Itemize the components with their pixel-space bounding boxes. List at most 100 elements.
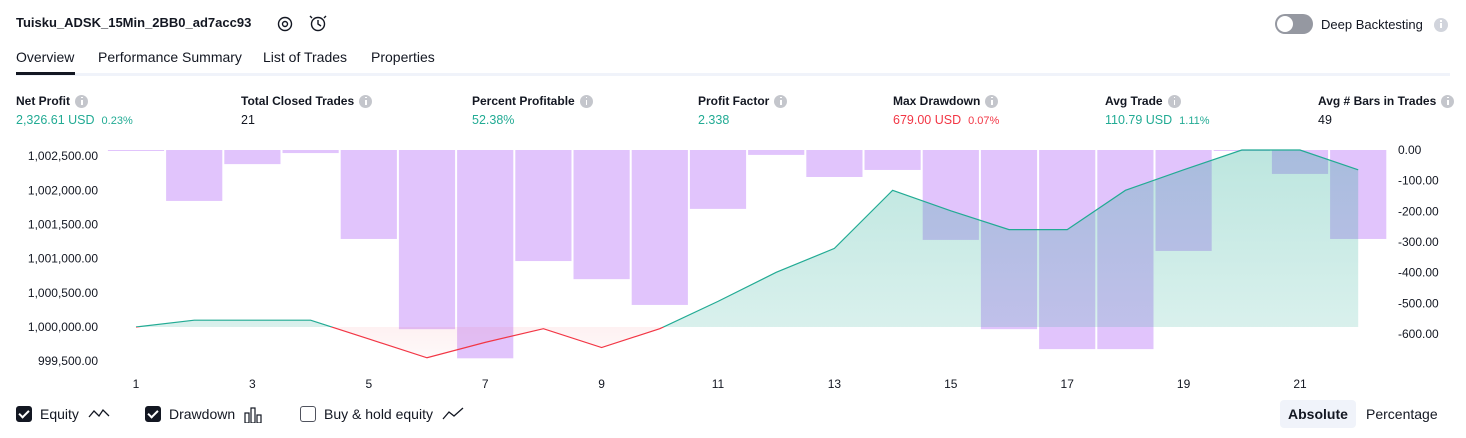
y2-tick-label: -600.00: [1398, 327, 1439, 341]
metric-label-text: Net Profit: [16, 94, 70, 108]
drawdown-bar: [864, 150, 921, 170]
info-icon[interactable]: [579, 94, 593, 108]
metric-value-row: 2.338: [698, 113, 729, 127]
y-tick-label: 1,002,500.00: [28, 149, 98, 163]
x-tick-label: 3: [249, 377, 256, 391]
metric-value: 21: [241, 113, 255, 127]
strategy-title: Tuisku_ADSK_15Min_2BB0_ad7acc93: [16, 15, 252, 30]
y-tick-label: 1,002,000.00: [28, 183, 98, 197]
metric-percent: 1.11%: [1179, 115, 1210, 127]
deep-backtesting-toggle[interactable]: [1275, 14, 1313, 34]
info-icon[interactable]: [985, 94, 999, 108]
y2-tick-label: -400.00: [1398, 266, 1439, 280]
x-tick-label: 7: [482, 377, 489, 391]
y-tick-label: 1,000,000.00: [28, 320, 98, 334]
equity-area-positive: [136, 150, 1359, 328]
metric-percent: 0.23%: [101, 115, 133, 127]
x-tick-label: 1: [133, 377, 140, 391]
drawdown-bar: [457, 150, 514, 359]
info-icon[interactable]: [359, 94, 373, 108]
y2-tick-label: 0.00: [1398, 143, 1422, 157]
legend-icon: [442, 407, 464, 420]
checkbox[interactable]: [16, 406, 32, 422]
legend-item[interactable]: Equity: [16, 405, 111, 423]
drawdown-bar: [398, 150, 456, 330]
equity-line-negative: [136, 327, 665, 359]
y2-tick-label: -500.00: [1398, 296, 1439, 310]
toggle-label: Deep Backtesting: [1321, 17, 1423, 32]
x-tick-label: 17: [1061, 377, 1075, 391]
tabs-divider: [16, 73, 1450, 76]
x-tick-label: 13: [828, 377, 842, 391]
drawdown-bar: [515, 150, 572, 262]
x-tick-label: 9: [598, 377, 605, 391]
metric-label: Profit Factor: [698, 94, 788, 108]
metric-label: Net Profit: [16, 94, 88, 108]
header-icons: [277, 15, 327, 32]
legend-label: Drawdown: [169, 406, 236, 422]
metric-label: Total Closed Trades: [241, 94, 373, 108]
help-icon[interactable]: [1434, 18, 1448, 32]
metric-value: 2.338: [698, 113, 730, 127]
metric-percent: 0.07%: [968, 115, 1000, 127]
legend-label: Equity: [40, 406, 79, 422]
metric-label-text: Max Drawdown: [893, 94, 981, 108]
metric-value-row: 110.79 USD 1.11%: [1105, 113, 1210, 127]
drawdown-bar: [748, 150, 805, 155]
metric-value-row: 679.00 USD 0.07%: [893, 113, 999, 127]
metric-label-text: Total Closed Trades: [241, 94, 355, 108]
drawdown-bar: [573, 150, 630, 280]
y2-tick-label: -200.00: [1398, 204, 1439, 218]
drawdown-bar: [689, 150, 747, 209]
info-icon[interactable]: [75, 94, 88, 108]
checkbox[interactable]: [300, 406, 316, 422]
legend-label: Buy & hold equity: [324, 406, 433, 422]
info-icon[interactable]: [1441, 94, 1455, 108]
tab[interactable]: List of Trades: [263, 49, 348, 65]
info-icon[interactable]: [774, 94, 788, 108]
checkbox[interactable]: [145, 406, 161, 422]
tab[interactable]: Properties: [371, 49, 435, 65]
chart: 1,002,500.00 1,002,000.00 1,001,500.00 1,00…: [28, 143, 1439, 391]
x-tick-label: 21: [1293, 377, 1307, 391]
info-icon[interactable]: [1167, 94, 1181, 108]
drawdown-bar: [166, 150, 223, 201]
x-tick-label: 5: [365, 377, 372, 391]
drawdown-bar: [224, 150, 281, 165]
y-tick-label: 1,001,000.00: [28, 252, 98, 266]
tab[interactable]: Performance Summary: [98, 49, 242, 65]
equity-line: [135, 149, 1359, 328]
metric-label-text: Avg Trade: [1105, 94, 1163, 108]
metric-label-text: Percent Profitable: [472, 94, 575, 108]
metric-value: 2,326.61 USD: [16, 113, 95, 127]
metric-value: 679.00 USD: [893, 113, 962, 127]
metric-value-row: 52.38%: [472, 113, 514, 127]
equity-area-negative: [331, 327, 664, 358]
y2-tick-label: -300.00: [1398, 235, 1439, 249]
drawdown-bar: [107, 150, 165, 151]
metric-value: 49: [1318, 113, 1332, 127]
legend-icon: [88, 408, 110, 418]
y2-tick-label: -100.00: [1398, 174, 1439, 188]
metric-value: 110.79 USD: [1105, 113, 1173, 127]
tab[interactable]: Overview: [16, 49, 75, 65]
metric-value: 52.38%: [472, 113, 515, 127]
metric-value-row: 21: [241, 113, 255, 127]
drawdown-bar: [282, 150, 339, 154]
x-tick-label: 11: [712, 377, 725, 391]
y-tick-label: 1,000,500.00: [28, 286, 98, 300]
legend-icon: [244, 407, 262, 423]
metric-value-row: 2,326.61 USD 0.23%: [16, 113, 133, 127]
y-tick-label: 999,500.00: [38, 354, 98, 368]
active-tab-underline: [16, 72, 75, 75]
metric-label: Avg Trade: [1105, 94, 1181, 108]
y-tick-label: 1,001,500.00: [28, 217, 98, 231]
metric-label-text: Avg # Bars in Trades: [1318, 94, 1437, 108]
metric-label: Max Drawdown: [893, 94, 999, 108]
legend-item[interactable]: Drawdown: [145, 405, 267, 423]
view-button[interactable]: Absolute: [1280, 400, 1356, 428]
legend-item[interactable]: Buy & hold equity: [300, 405, 465, 423]
view-button[interactable]: Percentage: [1366, 406, 1438, 422]
drawdown-bar: [631, 150, 688, 305]
